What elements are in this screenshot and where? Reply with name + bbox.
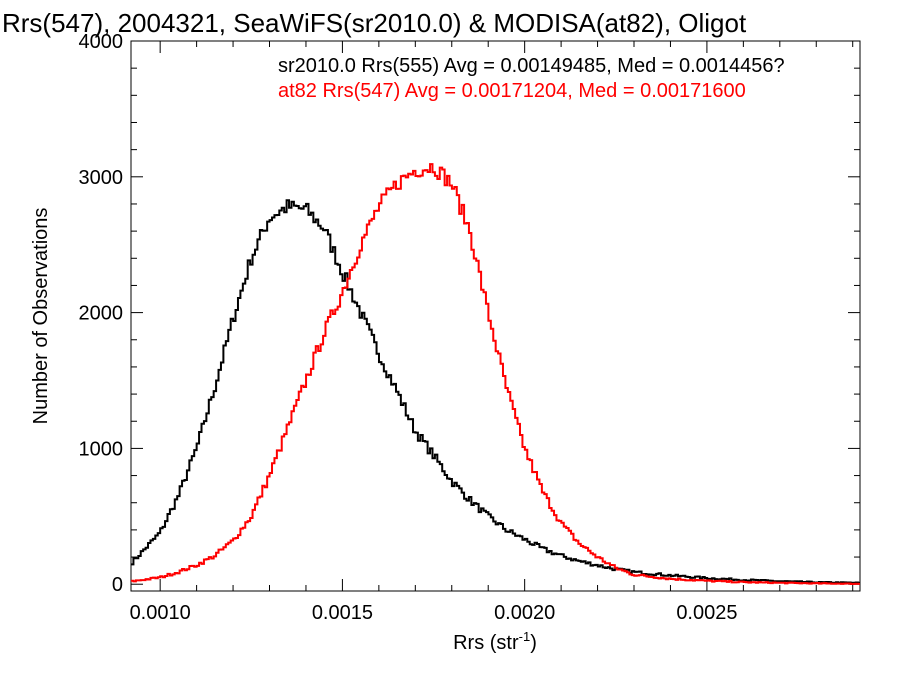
y-axis: 0 1000 2000 3000 4000 (79, 31, 860, 596)
x-tick-label: 0.0025 (676, 602, 737, 624)
plot-border (130, 40, 861, 592)
annotation-at82: at82 Rrs(547) Avg = 0.00171204, Med = 0.… (278, 80, 746, 102)
y-tick-label: 3000 (79, 167, 124, 189)
y-tick-label: 1000 (79, 438, 124, 460)
x-tick-label: 0.0015 (312, 602, 373, 624)
chart-title: Rrs(547), 2004321, SeaWiFS(sr2010.0) & M… (2, 8, 747, 38)
series-black-histogram (131, 199, 860, 585)
y-axis-label: Number of Observations (30, 208, 52, 425)
y-tick-label: 2000 (79, 303, 124, 325)
plot-frame (130, 40, 861, 592)
x-axis-label: Rrs (str-1) (453, 629, 537, 654)
x-axis-label-close: ) (530, 632, 537, 654)
x-axis-label-main: Rrs (str (453, 632, 519, 654)
annotation-sr2010: sr2010.0 Rrs(555) Avg = 0.00149485, Med … (278, 55, 785, 77)
y-tick-label: 4000 (79, 31, 124, 53)
series-layer (131, 163, 860, 585)
x-axis-label-superscript: -1 (519, 629, 531, 644)
x-tick-label: 0.0020 (494, 602, 555, 624)
x-tick-label: 0.0010 (130, 602, 191, 624)
x-axis: 0.0010 0.0015 0.0020 0.0025 (130, 41, 854, 624)
y-tick-label: 0 (112, 574, 123, 596)
series-red-histogram (131, 163, 860, 585)
